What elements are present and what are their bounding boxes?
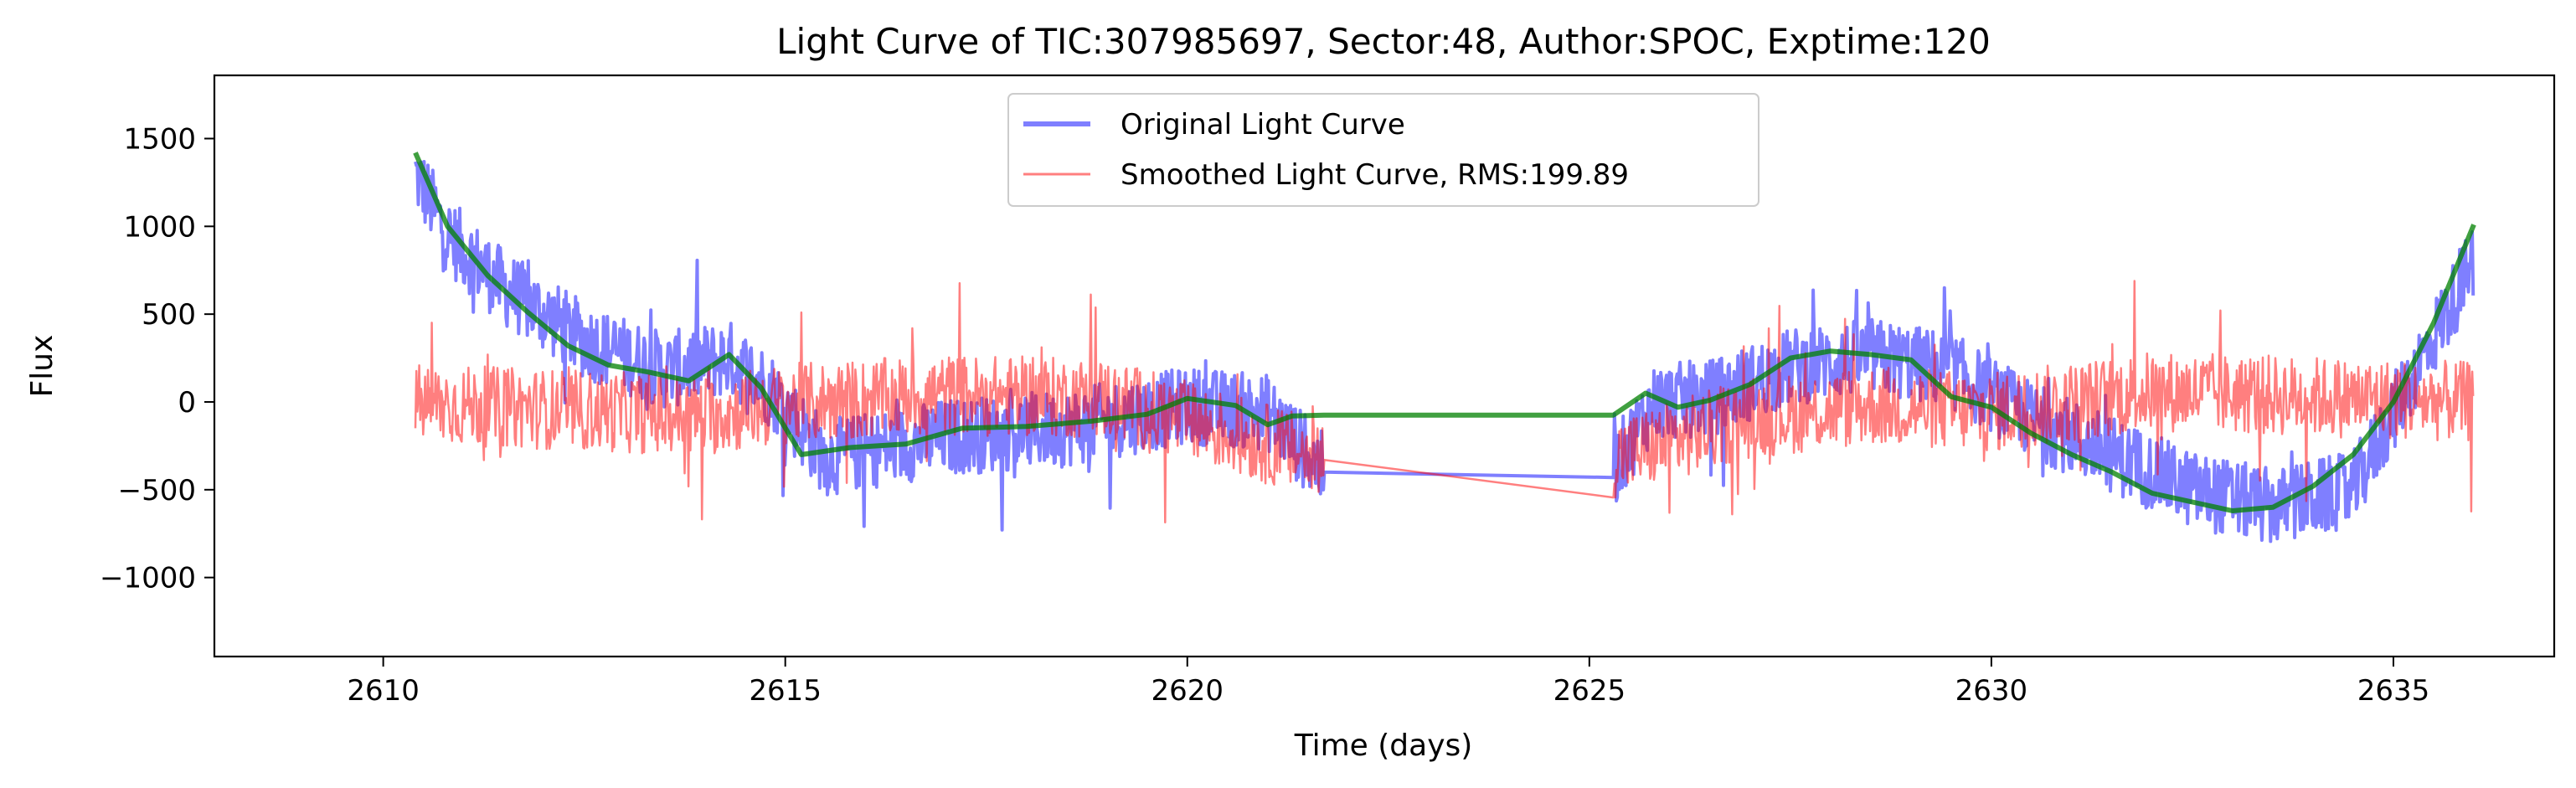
y-tick-label: −1000 (100, 562, 196, 595)
x-axis-title: Time (days) (1294, 729, 1473, 763)
legend-label-original: Original Light Curve (1121, 108, 1405, 142)
y-tick-label: 1500 (123, 122, 196, 156)
y-tick-label: −500 (118, 474, 196, 507)
chart-title: Light Curve of TIC:307985697, Sector:48,… (776, 21, 1991, 62)
x-axis: 2610 2615 2620 2625 2630 2635 (347, 657, 2429, 708)
x-tick-label: 2635 (2357, 674, 2430, 708)
series-line-trend (413, 152, 2476, 513)
x-tick-label: 2615 (749, 674, 822, 708)
y-tick-label: 0 (178, 386, 196, 420)
y-axis: −1000 −500 0 500 1000 1500 (100, 122, 214, 595)
legend: Original Light Curve Smoothed Light Curv… (1007, 93, 1759, 207)
plot-frame (213, 74, 2556, 658)
x-tick-label: 2620 (1151, 674, 1224, 708)
y-tick-label: 1000 (123, 210, 196, 244)
x-tick-label: 2625 (1553, 674, 1626, 708)
legend-box (1007, 93, 1759, 207)
plot-area (413, 152, 2476, 543)
series-line-smoothed (414, 280, 2475, 524)
x-tick-label: 2610 (347, 674, 420, 708)
x-tick-label: 2630 (1955, 674, 2028, 708)
legend-label-smoothed: Smoothed Light Curve, RMS:199.89 (1121, 158, 1629, 192)
y-tick-label: 500 (142, 298, 196, 332)
y-axis-title: Flux (25, 335, 59, 398)
series-line-original (414, 160, 2476, 543)
